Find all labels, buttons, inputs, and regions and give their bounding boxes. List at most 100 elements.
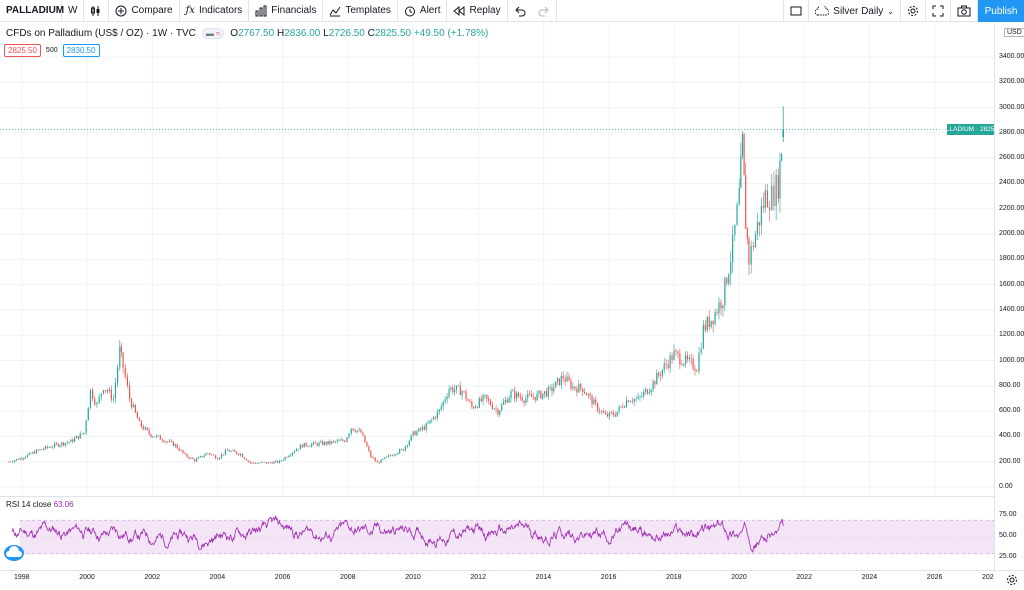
time-axis[interactable]	[0, 570, 1024, 590]
candle-body	[654, 381, 656, 385]
price-tick: 2200.00	[999, 204, 1024, 212]
candle-body	[255, 463, 257, 464]
candle-body	[112, 398, 114, 400]
candle-body	[126, 376, 129, 386]
candle-body	[627, 400, 629, 402]
candle-body	[650, 389, 652, 393]
symbol-search[interactable]: PALLADIUM	[0, 0, 64, 22]
candle-body	[629, 401, 631, 403]
undo-icon	[514, 6, 526, 16]
change-value: +49.50 (+1.78%)	[413, 28, 489, 39]
price-scale[interactable]: 3400.00 3200.00 3000.00 2800.00 2600.00 2400.…	[994, 23, 1024, 570]
rsi-pane[interactable]	[0, 496, 994, 569]
candle-body	[406, 445, 408, 447]
candle-body	[694, 368, 696, 371]
candle-body	[35, 449, 38, 454]
series-title[interactable]: CFDs on Palladium (US$ / OZ) · 1W · TVC	[6, 28, 196, 39]
candle-body	[754, 234, 757, 248]
candle-body	[264, 462, 266, 463]
candle-body	[482, 395, 484, 402]
candle-body	[438, 409, 440, 412]
time-tick: 2020	[731, 574, 747, 581]
time-tick: 2008	[340, 574, 356, 581]
candle-body	[43, 448, 45, 450]
replay-button[interactable]: Replay	[447, 0, 508, 22]
settings-button[interactable]	[901, 0, 926, 22]
compare-label: Compare	[131, 5, 173, 16]
candle-body	[671, 355, 673, 361]
candle-body	[228, 450, 230, 452]
fullscreen-toggle-button[interactable]	[783, 0, 810, 22]
candle-body	[110, 389, 112, 400]
candle-body	[180, 450, 182, 451]
ask-price[interactable]: 2830.50	[62, 44, 100, 57]
candle-body	[673, 350, 675, 361]
layout-name: Silver Daily	[833, 5, 884, 17]
candle-body	[253, 462, 255, 464]
candle-body	[312, 442, 315, 445]
candle-body	[271, 462, 273, 464]
candle-body	[433, 417, 435, 420]
candle-body	[620, 406, 622, 408]
candle-body	[625, 400, 628, 407]
candle-body	[502, 402, 505, 405]
candle-body	[612, 412, 614, 416]
candle-body	[631, 401, 633, 403]
candle-body	[562, 376, 564, 379]
candle-body	[643, 391, 645, 397]
compare-button[interactable]: Compare	[109, 0, 180, 22]
alert-button[interactable]: Alert	[398, 0, 448, 22]
price-tick: 1000.00	[999, 356, 1024, 364]
fullscreen-button[interactable]	[926, 0, 951, 22]
candle-body	[741, 134, 744, 156]
templates-button[interactable]: Templates	[323, 0, 398, 22]
interval-button[interactable]: W	[62, 0, 85, 22]
candle-body	[122, 352, 124, 368]
candle-body	[44, 446, 47, 449]
time-tick: 2012	[470, 574, 486, 581]
candle-body	[267, 462, 269, 464]
layout-button[interactable]: Silver Daily ⌄	[809, 0, 901, 22]
candle-body	[614, 415, 616, 417]
price-tick: 600.00	[999, 407, 1021, 415]
candle-body	[646, 389, 649, 394]
undo-button[interactable]	[508, 0, 532, 22]
candle-body	[475, 406, 477, 409]
candle-body	[265, 462, 268, 464]
candle-body	[410, 435, 412, 441]
candle-body	[15, 459, 18, 461]
financials-button[interactable]: Financials	[249, 0, 324, 22]
bid-price[interactable]: 2825.50	[4, 44, 41, 57]
candle-body	[718, 302, 720, 314]
publish-button[interactable]: Publish	[978, 0, 1024, 22]
rsi-legend[interactable]: RSI 14 close 63.06	[6, 500, 74, 509]
candle-body	[96, 402, 98, 405]
legend-toggle[interactable]: ▬ ≈	[201, 28, 225, 39]
candle-body	[508, 398, 510, 403]
candle-body	[414, 431, 416, 436]
candle-body	[348, 433, 350, 438]
currency-label[interactable]: USD	[1004, 28, 1024, 37]
snapshot-button[interactable]	[951, 0, 978, 22]
candle-body	[342, 439, 344, 441]
time-tick: 2026	[926, 574, 943, 581]
redo-button[interactable]	[532, 0, 557, 22]
candle-body	[332, 441, 335, 443]
candle-body	[418, 428, 420, 432]
candle-body	[436, 411, 439, 419]
price-chart-pane[interactable]	[0, 23, 994, 495]
gear-icon[interactable]	[1006, 574, 1018, 586]
candle-body	[560, 376, 562, 386]
candle-body	[748, 238, 750, 265]
candle-body	[402, 448, 405, 451]
indicators-button[interactable]: ƒx Indicators	[180, 0, 250, 22]
candle-body	[777, 174, 779, 199]
chart-type-button[interactable]	[84, 0, 110, 22]
candle-body	[454, 389, 456, 393]
candle-body	[708, 317, 710, 328]
tradingview-logo[interactable]	[4, 545, 24, 561]
candle-body	[25, 457, 27, 459]
candle-body	[667, 364, 669, 368]
candle-body	[239, 454, 242, 456]
candle-body	[497, 409, 499, 415]
